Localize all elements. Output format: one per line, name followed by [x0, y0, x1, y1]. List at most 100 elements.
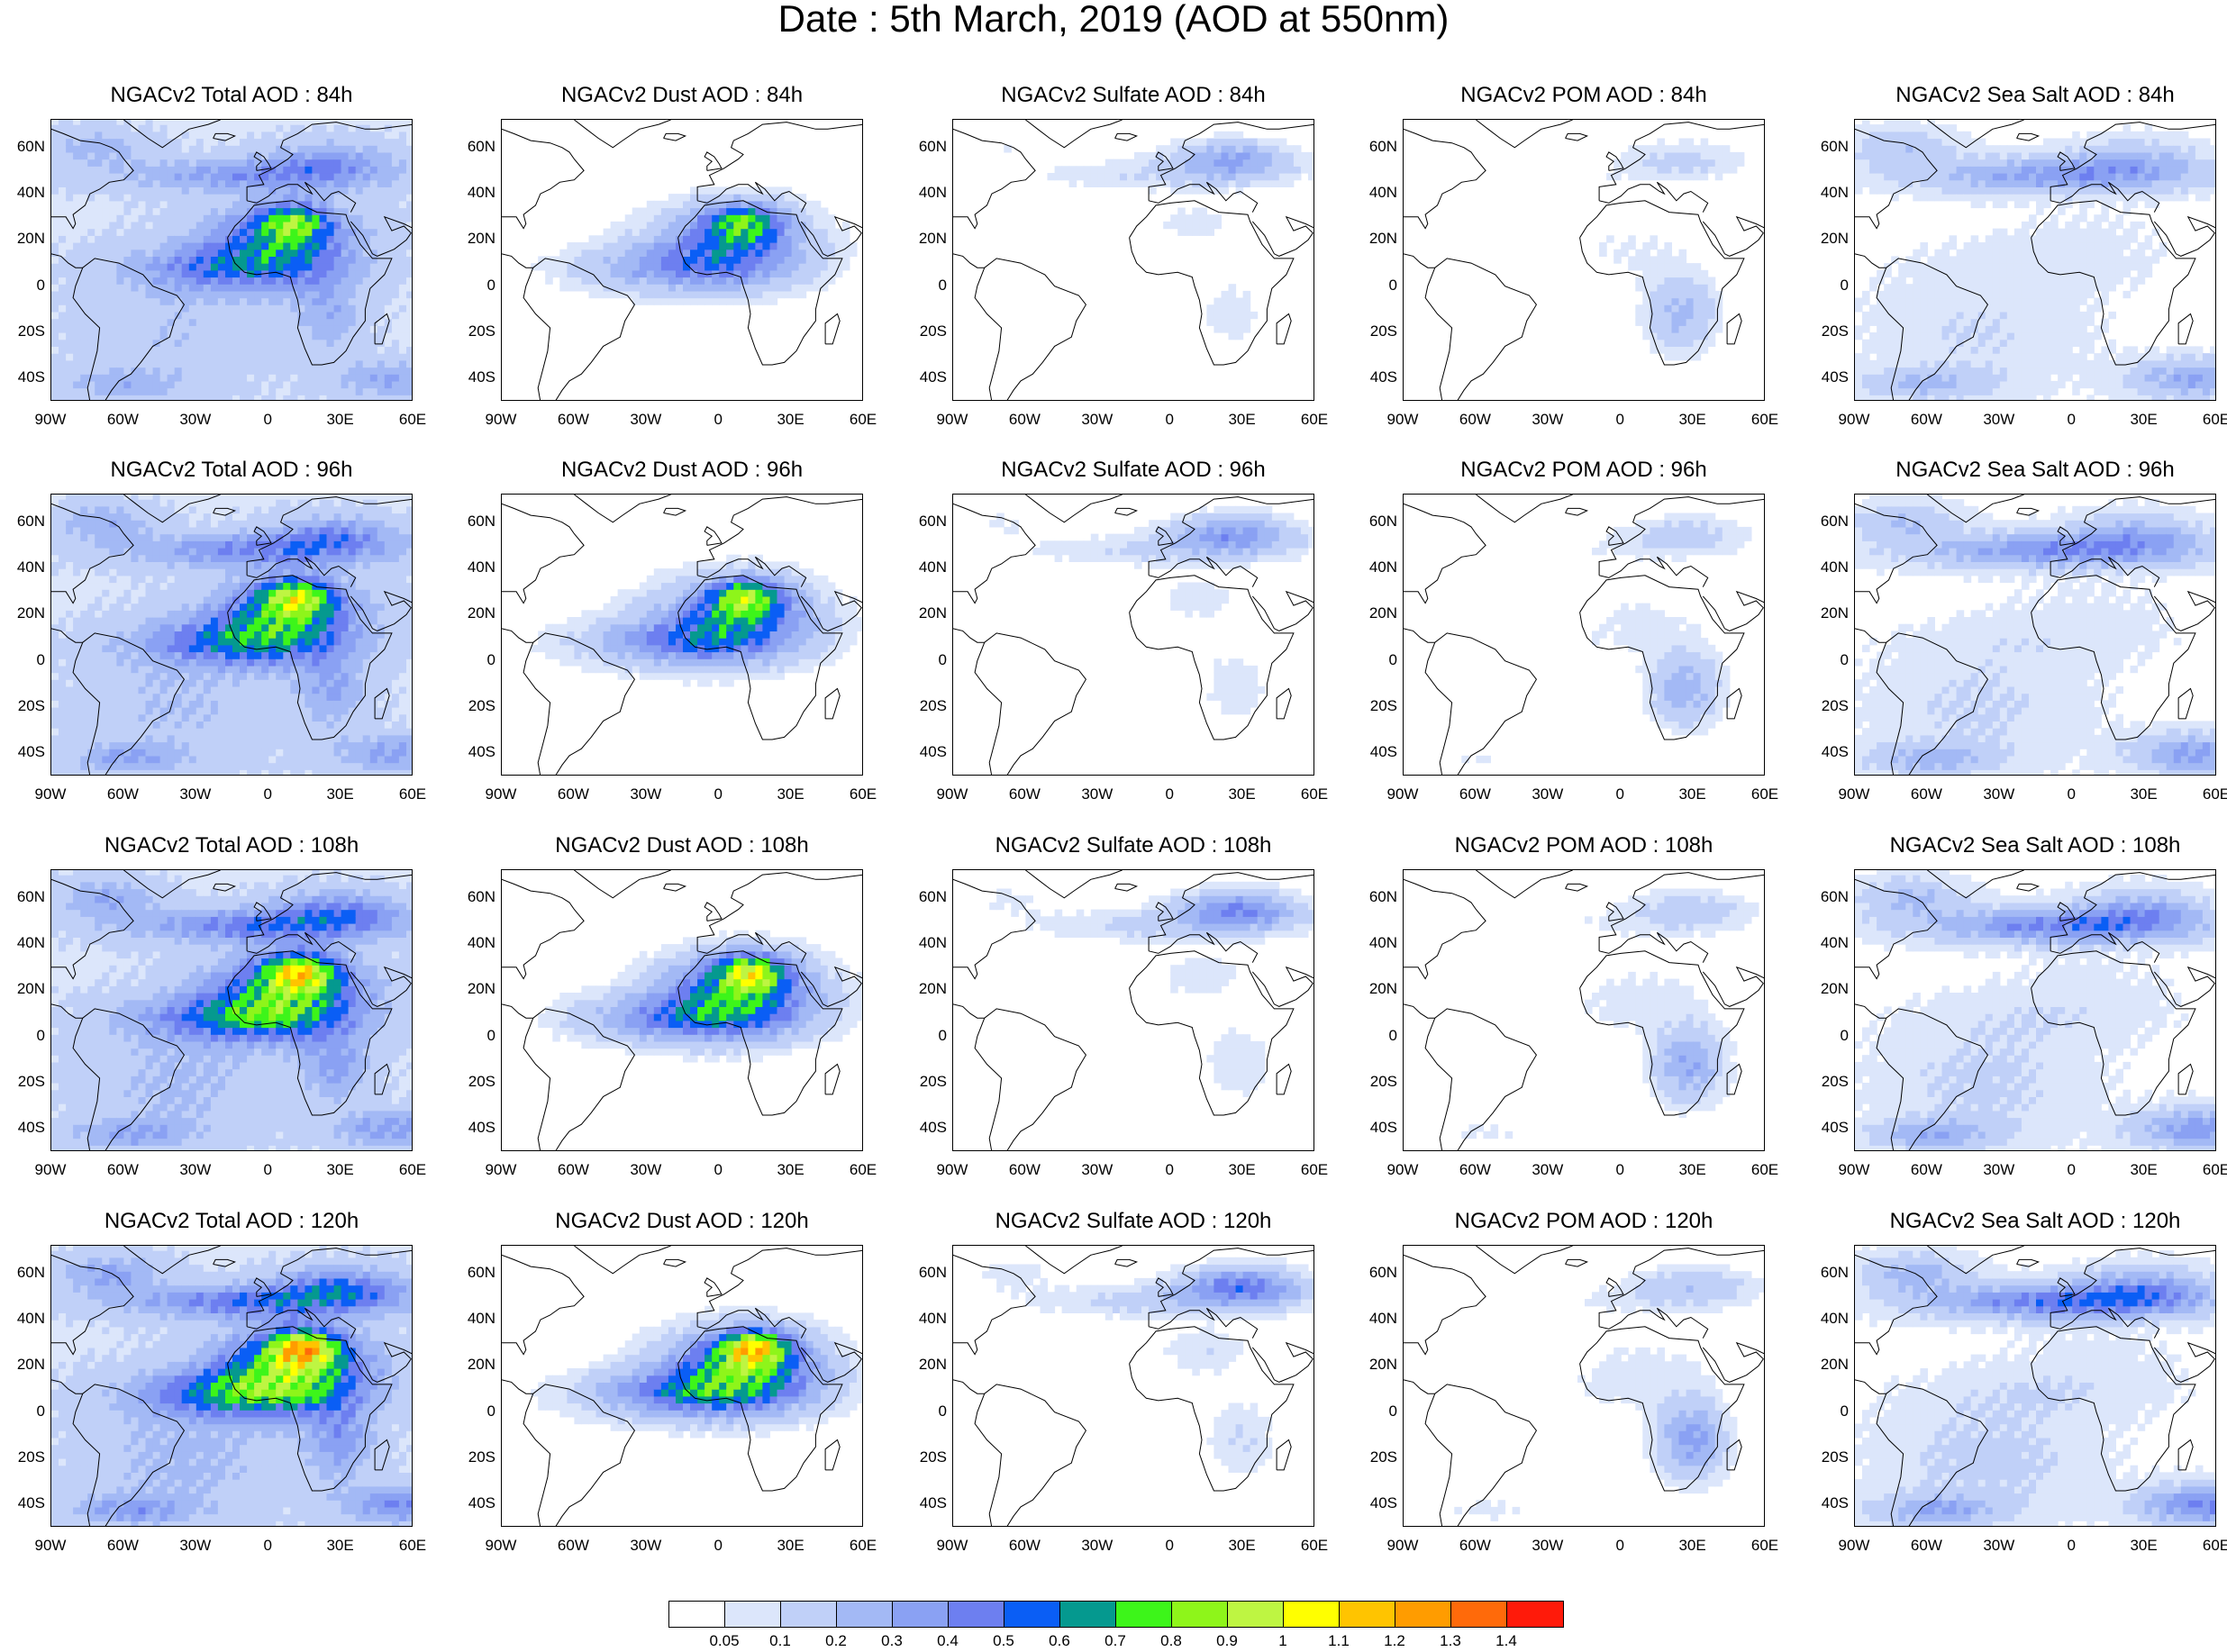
lon-tick-label: 30W: [1983, 785, 2015, 803]
colorbar-label: 1.4: [1495, 1632, 1517, 1649]
lat-tick-label: 40N: [467, 934, 495, 952]
lon-tick-label: 30E: [1228, 1537, 1256, 1554]
lat-tick-label: 0: [486, 1402, 495, 1420]
colorbar-swatch: [949, 1602, 1004, 1627]
colorbar-label: 0.6: [1049, 1632, 1070, 1649]
lon-tick-label: 60W: [1910, 1537, 1942, 1554]
lat-tick-label: 20S: [1369, 1448, 1397, 1466]
lat-tick-label: 0: [486, 650, 495, 668]
lon-tick-label: 30E: [1228, 411, 1256, 428]
lat-tick-label: 0: [1388, 1402, 1397, 1420]
lon-tick-label: 0: [714, 785, 723, 803]
lon-tick-label: 60W: [1008, 1161, 1041, 1178]
colorbar-label: 0.7: [1104, 1632, 1126, 1649]
lat-tick-label: 60N: [467, 137, 495, 155]
lon-tick-label: 60W: [557, 785, 589, 803]
lon-tick-label: 60E: [2202, 785, 2227, 803]
lat-tick-label: 20N: [16, 1356, 45, 1374]
lat-tick-label: 20S: [468, 1448, 495, 1466]
lat-tick-label: 20N: [1368, 980, 1397, 998]
lat-tick-label: 40N: [467, 558, 495, 576]
lat-tick-label: 60N: [467, 1263, 495, 1281]
lon-tick-label: 30E: [1678, 411, 1706, 428]
aod-map-sulfate-2: [952, 869, 1314, 1151]
lat-tick-label: 20S: [17, 1073, 45, 1091]
aod-map-pom-0: [1403, 119, 1765, 401]
panel-title: NGACv2 POM AOD : 96h: [1460, 458, 1707, 482]
aod-map-total-0: [50, 119, 413, 401]
lon-tick-label: 90W: [1838, 411, 1870, 428]
lon-tick-label: 0: [1165, 411, 1174, 428]
lat-tick-label: 60N: [1820, 887, 1849, 905]
lon-tick-label: 90W: [34, 1537, 67, 1554]
lon-tick-label: 90W: [485, 411, 517, 428]
lat-tick-label: 20N: [1820, 980, 1849, 998]
lat-tick-label: 0: [36, 650, 45, 668]
lat-tick-label: 40N: [16, 1310, 45, 1328]
colorbar-label: 0.1: [769, 1632, 791, 1649]
lat-tick-label: 20S: [468, 697, 495, 715]
lat-tick-label: 60N: [467, 887, 495, 905]
lon-tick-label: 60W: [557, 1161, 589, 1178]
lat-tick-label: 40S: [468, 1494, 495, 1512]
lon-tick-label: 30E: [777, 411, 804, 428]
lon-tick-label: 30W: [1081, 1537, 1114, 1554]
lon-tick-label: 0: [2067, 1537, 2076, 1554]
lat-tick-label: 20S: [1369, 1073, 1397, 1091]
lat-tick-label: 60N: [16, 887, 45, 905]
lat-tick-label: 0: [1840, 1026, 1849, 1044]
lon-tick-label: 0: [714, 411, 723, 428]
lon-tick-label: 0: [714, 1161, 723, 1178]
lat-tick-label: 0: [1840, 1402, 1849, 1420]
lat-tick-label: 0: [1388, 276, 1397, 294]
lat-tick-label: 40N: [16, 184, 45, 202]
lon-tick-label: 30E: [2130, 1161, 2158, 1178]
colorbar-label: 1: [1278, 1632, 1287, 1649]
aod-map-total-1: [50, 494, 413, 776]
lon-tick-label: 30E: [326, 1161, 354, 1178]
lat-tick-label: 0: [36, 276, 45, 294]
lon-tick-label: 60E: [1300, 785, 1329, 803]
lon-tick-label: 0: [2067, 1161, 2076, 1178]
colorbar-swatch: [893, 1602, 949, 1627]
aod-map-seasalt-2: [1854, 869, 2216, 1151]
colorbar-swatch: [1451, 1602, 1507, 1627]
lat-tick-label: 20N: [467, 230, 495, 248]
panel-title: NGACv2 POM AOD : 84h: [1460, 83, 1707, 107]
lat-tick-label: 20N: [467, 980, 495, 998]
lat-tick-label: 20S: [17, 1448, 45, 1466]
lat-tick-label: 20S: [1821, 1448, 1849, 1466]
lon-tick-label: 60W: [1910, 411, 1942, 428]
lon-tick-label: 60W: [557, 1537, 589, 1554]
lat-tick-label: 20N: [467, 1356, 495, 1374]
lon-tick-label: 0: [1615, 785, 1624, 803]
colorbar-label: 1.2: [1384, 1632, 1405, 1649]
colorbar-label: 0.9: [1216, 1632, 1238, 1649]
lat-tick-label: 60N: [918, 137, 947, 155]
lat-tick-label: 0: [938, 650, 947, 668]
lat-tick-label: 20S: [919, 1448, 947, 1466]
colorbar-label: 0.05: [709, 1632, 740, 1649]
lat-tick-label: 40S: [17, 1119, 45, 1137]
aod-map-sulfate-0: [952, 119, 1314, 401]
lat-tick-label: 40S: [919, 368, 947, 386]
lat-tick-label: 40N: [1368, 184, 1397, 202]
lon-tick-label: 60E: [2202, 1161, 2227, 1178]
lon-tick-label: 30E: [326, 411, 354, 428]
lon-tick-label: 30W: [1532, 1537, 1564, 1554]
lon-tick-label: 0: [1165, 1537, 1174, 1554]
lat-tick-label: 60N: [918, 1263, 947, 1281]
lon-tick-label: 60E: [849, 1537, 877, 1554]
lat-tick-label: 60N: [16, 137, 45, 155]
lat-tick-label: 0: [36, 1026, 45, 1044]
lat-tick-label: 60N: [1820, 512, 1849, 530]
lon-tick-label: 30E: [1228, 785, 1256, 803]
lat-tick-label: 40S: [919, 743, 947, 761]
panel-title: NGACv2 Total AOD : 120h: [104, 1209, 359, 1233]
lat-tick-label: 20S: [1369, 697, 1397, 715]
lat-tick-label: 40S: [468, 1119, 495, 1137]
lon-tick-label: 90W: [936, 411, 968, 428]
lon-tick-label: 30E: [777, 1537, 804, 1554]
lon-tick-label: 30E: [326, 785, 354, 803]
lon-tick-label: 0: [714, 1537, 723, 1554]
